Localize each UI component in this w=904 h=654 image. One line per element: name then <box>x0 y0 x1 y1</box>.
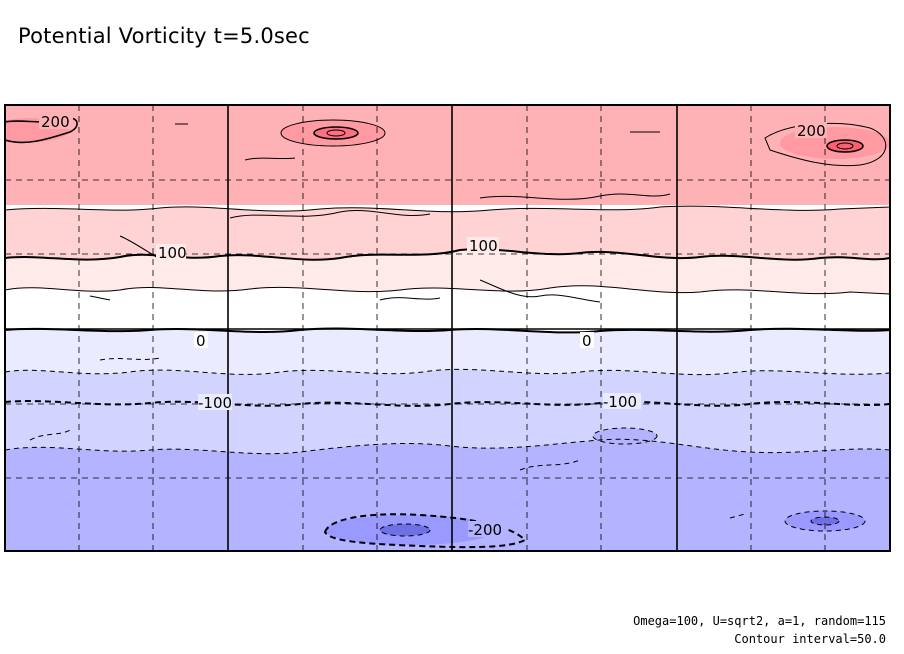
contour-filament-7 <box>479 279 601 303</box>
contour-label: 0 <box>582 332 592 350</box>
run-parameters: Omega=100, U=sqrt2, a=1, random=115 <box>633 614 886 628</box>
contour-vortex-topright-inner2 <box>836 142 854 150</box>
contour-label: -200 <box>468 521 502 539</box>
label-bg <box>39 113 827 138</box>
contour-label: 0 <box>196 332 206 350</box>
contour-filament-9 <box>379 297 441 301</box>
vortex-neg-right-core <box>811 517 839 525</box>
contour-neg-filament-4 <box>729 513 746 519</box>
contour-label: 100 <box>469 237 498 255</box>
label-bg <box>156 237 499 260</box>
grid <box>5 105 890 551</box>
contour-100 <box>5 248 890 261</box>
contour-neg-50 <box>5 368 890 376</box>
label-bg <box>198 393 641 410</box>
contour-neg-150 <box>5 438 890 455</box>
band-pos-200 <box>5 105 890 205</box>
vortex-neg-bottom-core <box>380 524 430 536</box>
contour-vortex-topright-inner <box>826 139 864 153</box>
contour-neg-filament-3 <box>99 357 161 361</box>
contour-filament-1 <box>244 157 296 161</box>
contour-filament-4 <box>229 209 431 219</box>
contour-vortex-top <box>280 119 386 147</box>
contour-label: 200 <box>797 122 826 140</box>
vortex-neg-mid <box>593 428 657 444</box>
label-bg <box>194 332 594 348</box>
contour-vortex-top-inner <box>313 126 359 140</box>
contour-neg-filament-1 <box>29 429 71 441</box>
contour-vortex-top-inner2 <box>326 129 346 137</box>
label-bg <box>468 521 508 537</box>
plot-frame <box>4 104 891 552</box>
contour-vortex-neg-mid <box>592 427 658 445</box>
contour-interval: Contour interval=50.0 <box>734 632 886 646</box>
vortex-pos-topright-core <box>827 140 863 152</box>
contour-150 <box>5 205 890 213</box>
contour-vortex-neg-bottom-inner <box>379 523 431 537</box>
contour-label: 200 <box>41 113 70 131</box>
chart-title: Potential Vorticity t=5.0sec <box>18 24 310 48</box>
contour-neg-filament-2 <box>519 459 581 471</box>
contour-0 <box>5 327 890 334</box>
contour-label: -100 <box>603 393 637 411</box>
contour-50 <box>5 285 890 295</box>
band-neg-150 <box>5 439 890 551</box>
vortex-pos-top-core <box>314 127 358 139</box>
contour-filament-8 <box>89 295 111 301</box>
contour-vortex-neg-right <box>784 510 866 532</box>
contour-label: -100 <box>198 394 232 412</box>
contour-label: 100 <box>158 244 187 262</box>
contour-filament-5 <box>479 193 671 200</box>
